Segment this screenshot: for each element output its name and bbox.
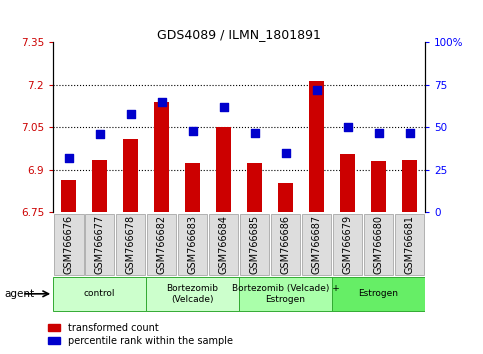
Bar: [340, 154, 355, 212]
Point: [344, 125, 352, 130]
Point: [158, 99, 166, 105]
FancyBboxPatch shape: [240, 214, 270, 275]
Text: GSM766681: GSM766681: [405, 215, 414, 274]
Bar: [123, 139, 138, 212]
Text: GSM766677: GSM766677: [95, 215, 105, 274]
Point: [65, 155, 72, 161]
Point: [251, 130, 258, 135]
Point: [189, 128, 197, 134]
FancyBboxPatch shape: [333, 214, 362, 275]
Bar: [371, 161, 386, 212]
Text: GSM766687: GSM766687: [312, 215, 322, 274]
Legend: transformed count, percentile rank within the sample: transformed count, percentile rank withi…: [48, 323, 233, 346]
Text: control: control: [84, 289, 115, 298]
Text: GSM766682: GSM766682: [156, 215, 167, 274]
Text: GSM766686: GSM766686: [281, 215, 291, 274]
FancyBboxPatch shape: [364, 214, 394, 275]
Text: Bortezomib (Velcade) +
Estrogen: Bortezomib (Velcade) + Estrogen: [232, 284, 340, 303]
Bar: [61, 180, 76, 212]
Text: Estrogen: Estrogen: [358, 289, 398, 298]
Bar: [402, 160, 417, 212]
Text: GSM766683: GSM766683: [187, 215, 198, 274]
Text: GSM766679: GSM766679: [342, 215, 353, 274]
Point: [375, 130, 383, 135]
FancyBboxPatch shape: [178, 214, 208, 275]
Point: [282, 150, 289, 156]
FancyBboxPatch shape: [209, 214, 239, 275]
Bar: [309, 81, 324, 212]
FancyBboxPatch shape: [270, 214, 300, 275]
Text: GSM766684: GSM766684: [219, 215, 228, 274]
FancyBboxPatch shape: [85, 214, 114, 275]
Point: [127, 111, 134, 117]
Bar: [278, 183, 293, 212]
FancyBboxPatch shape: [146, 277, 239, 311]
Text: GSM766680: GSM766680: [373, 215, 384, 274]
Bar: [247, 163, 262, 212]
FancyBboxPatch shape: [239, 277, 332, 311]
Bar: [154, 102, 170, 212]
Text: GSM766676: GSM766676: [64, 215, 73, 274]
FancyBboxPatch shape: [54, 214, 84, 275]
Bar: [92, 160, 107, 212]
FancyBboxPatch shape: [395, 214, 425, 275]
FancyBboxPatch shape: [302, 214, 331, 275]
FancyBboxPatch shape: [53, 277, 146, 311]
Text: GSM766678: GSM766678: [126, 215, 136, 274]
FancyBboxPatch shape: [147, 214, 176, 275]
Text: agent: agent: [5, 289, 35, 299]
Bar: [185, 163, 200, 212]
Point: [406, 130, 413, 135]
FancyBboxPatch shape: [116, 214, 145, 275]
Bar: [216, 127, 231, 212]
Text: GSM766685: GSM766685: [250, 215, 259, 274]
Text: Bortezomib
(Velcade): Bortezomib (Velcade): [167, 284, 219, 303]
FancyBboxPatch shape: [332, 277, 425, 311]
Point: [96, 131, 103, 137]
Title: GDS4089 / ILMN_1801891: GDS4089 / ILMN_1801891: [157, 28, 321, 41]
Point: [220, 104, 227, 110]
Point: [313, 87, 320, 93]
